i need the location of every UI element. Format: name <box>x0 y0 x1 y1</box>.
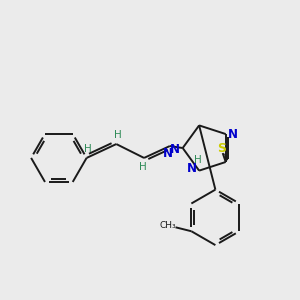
Text: CH₃: CH₃ <box>159 221 176 230</box>
Text: N: N <box>187 162 197 175</box>
Text: N: N <box>228 128 238 140</box>
Text: H: H <box>114 130 122 140</box>
Text: S: S <box>217 142 226 154</box>
Text: H: H <box>84 144 92 154</box>
Text: H: H <box>194 155 202 165</box>
Text: N: N <box>163 148 173 160</box>
Text: H: H <box>139 162 147 172</box>
Text: N: N <box>170 142 180 155</box>
